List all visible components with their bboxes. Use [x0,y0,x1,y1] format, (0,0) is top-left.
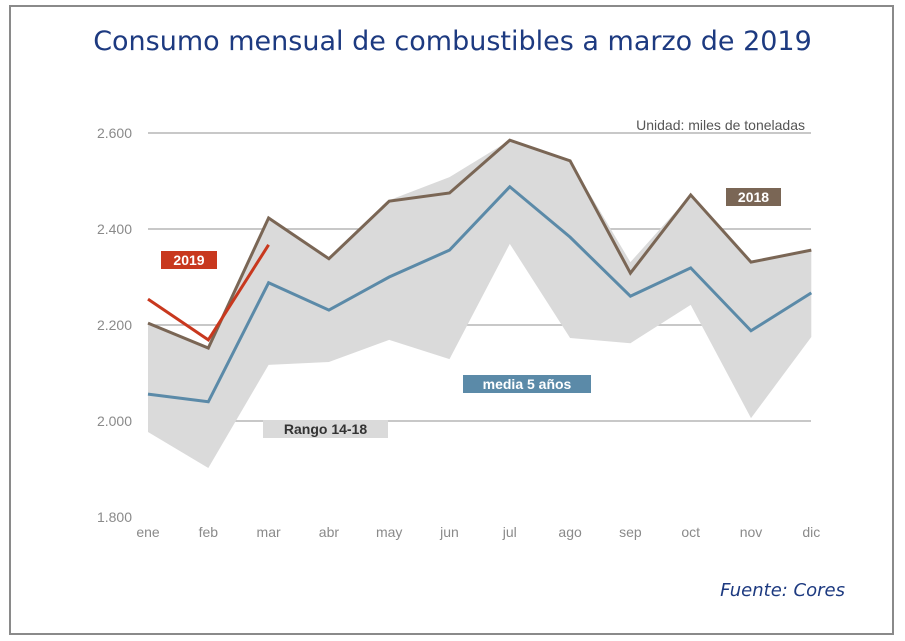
x-tick-label: ene [136,524,160,540]
legend-2018-bg [726,188,781,206]
legend-media: media 5 años [483,376,572,392]
legend-2018: 2018 [738,189,769,205]
legend-2019-bg [161,251,217,269]
series-line-2018 [147,138,812,350]
range-band [148,140,812,469]
x-tick-label: nov [740,524,763,540]
chart-frame [9,5,894,635]
x-tick-label: mar [257,524,281,540]
y-tick-label: 2.000 [97,413,132,429]
unit-note: Unidad: miles de toneladas [636,117,805,133]
y-tick-label: 2.400 [97,221,132,237]
y-tick-label: 1.800 [97,509,132,525]
legend-range: Rango 14-18 [284,421,367,437]
x-tick-label: abr [319,524,340,540]
chart-title: Consumo mensual de combustibles a marzo … [93,26,812,57]
y-tick-label: 2.200 [97,317,132,333]
legend-media-bg [463,375,591,393]
x-tick-label: dic [802,524,820,540]
x-tick-label: oct [681,524,700,540]
x-tick-label: sep [619,524,642,540]
x-tick-label: jul [502,524,517,540]
y-tick-label: 2.600 [97,125,132,141]
source-note: Fuente: Cores [720,580,845,601]
series-line-media-5-años [147,184,813,404]
x-tick-label: jun [439,524,459,540]
x-tick-label: ago [558,524,582,540]
legend-2019: 2019 [173,252,204,268]
legend-range-bg [263,420,388,438]
x-tick-label: feb [199,524,219,540]
x-tick-label: may [376,524,402,540]
